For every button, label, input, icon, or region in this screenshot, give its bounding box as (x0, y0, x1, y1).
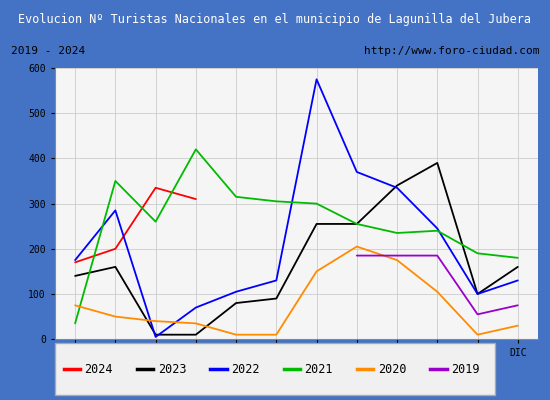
Text: Evolucion Nº Turistas Nacionales en el municipio de Lagunilla del Jubera: Evolucion Nº Turistas Nacionales en el m… (19, 12, 531, 26)
Text: 2023: 2023 (158, 363, 186, 376)
Text: 2019 - 2024: 2019 - 2024 (11, 46, 85, 56)
Text: 2022: 2022 (231, 363, 260, 376)
Text: http://www.foro-ciudad.com: http://www.foro-ciudad.com (364, 46, 539, 56)
Text: 2020: 2020 (378, 363, 406, 376)
FancyBboxPatch shape (55, 343, 495, 395)
Text: 2021: 2021 (304, 363, 333, 376)
Text: 2024: 2024 (84, 363, 113, 376)
Text: 2019: 2019 (451, 363, 480, 376)
